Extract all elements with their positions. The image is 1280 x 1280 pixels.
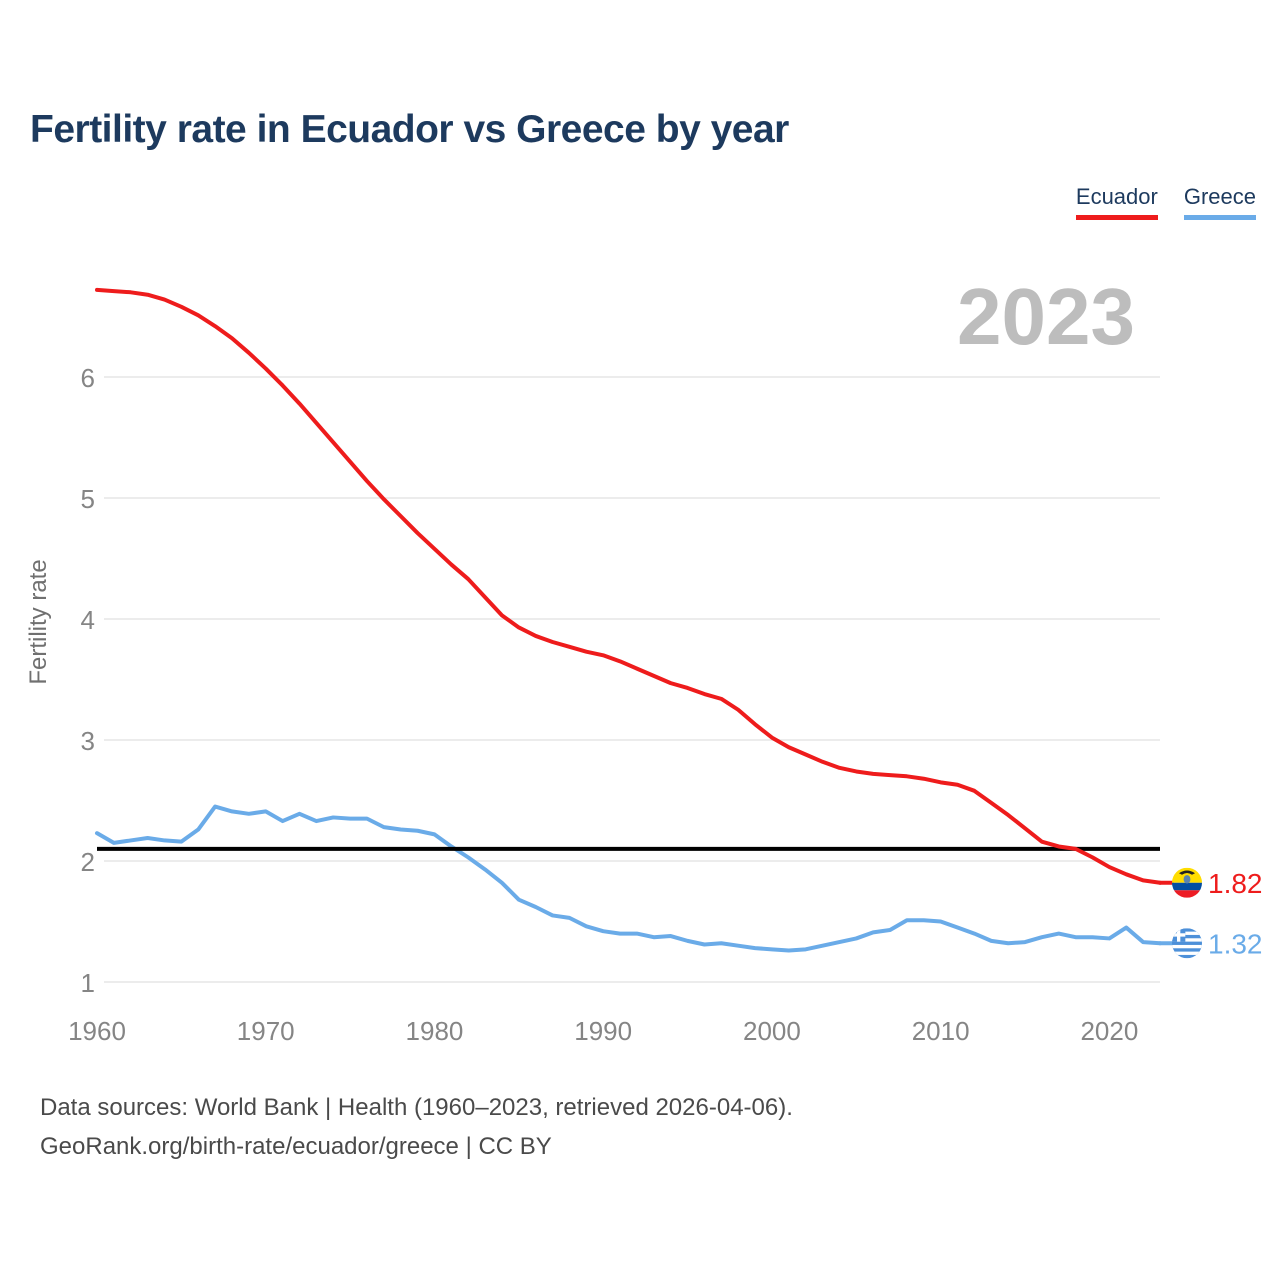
y-tick-labels: 1 2 3 4 5 6 <box>81 363 95 998</box>
x-tick-label: 2020 <box>1080 1016 1138 1046</box>
x-tick-label: 1970 <box>237 1016 295 1046</box>
footer-sources-line: Data sources: World Bank | Health (1960–… <box>40 1094 793 1121</box>
greece-line[interactable] <box>95 804 1174 953</box>
x-tick-label: 1980 <box>406 1016 464 1046</box>
greece-polyline <box>95 804 1162 953</box>
ecuador-flag-icon <box>1172 867 1202 898</box>
legend-item-ecuador[interactable]: Ecuador <box>1075 184 1158 220</box>
y-axis-label: Fertility rate <box>25 559 52 684</box>
ecuador-polyline <box>95 287 1162 885</box>
x-tick-label: 2000 <box>743 1016 801 1046</box>
ecuador-line[interactable] <box>95 287 1174 885</box>
y-tick-label: 3 <box>81 726 95 756</box>
x-tick-labels: 1960 1970 1980 1990 2000 2010 2020 <box>68 1016 1138 1046</box>
y-tick-label: 1 <box>81 968 95 998</box>
y-gridlines <box>104 376 1160 983</box>
page-title: Fertility rate in Ecuador vs Greece by y… <box>30 108 789 151</box>
x-tick-label: 2010 <box>912 1016 970 1046</box>
watermark-year: 2023 <box>957 272 1135 361</box>
x-tick-label: 1960 <box>68 1016 126 1046</box>
legend: Ecuador Greece <box>1075 184 1256 220</box>
greece-flag-icon <box>1172 928 1202 959</box>
y-tick-label: 6 <box>81 363 95 393</box>
greece-end-value: 1.32 <box>1208 928 1263 959</box>
footer: Data sources: World Bank | Health (1960–… <box>40 1088 793 1166</box>
x-tick-label: 1990 <box>574 1016 632 1046</box>
y-tick-label: 2 <box>81 847 95 877</box>
y-tick-label: 5 <box>81 484 95 514</box>
ecuador-end-value: 1.82 <box>1208 868 1263 899</box>
legend-item-greece[interactable]: Greece <box>1183 184 1256 220</box>
y-tick-label: 4 <box>81 605 95 635</box>
footer-attribution-line: GeoRank.org/birth-rate/ecuador/greece | … <box>40 1133 552 1160</box>
